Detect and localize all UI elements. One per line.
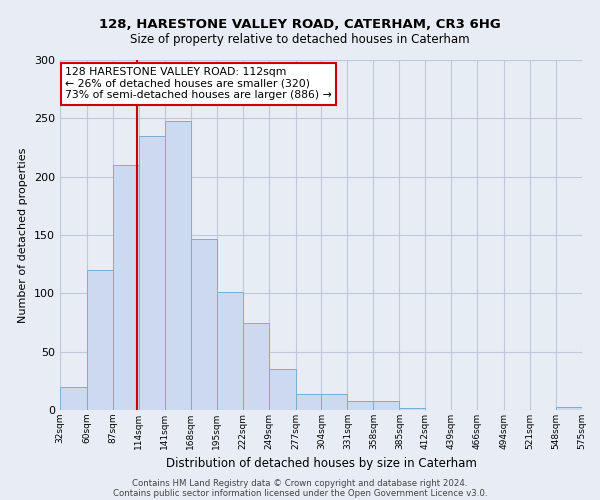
Bar bbox=[373, 400, 400, 410]
Bar bbox=[347, 400, 373, 410]
Bar bbox=[139, 136, 165, 410]
Bar bbox=[113, 165, 139, 410]
Bar bbox=[400, 408, 425, 410]
Bar bbox=[322, 394, 347, 410]
Text: Contains public sector information licensed under the Open Government Licence v3: Contains public sector information licen… bbox=[113, 488, 487, 498]
Text: Contains HM Land Registry data © Crown copyright and database right 2024.: Contains HM Land Registry data © Crown c… bbox=[132, 478, 468, 488]
Bar bbox=[87, 270, 113, 410]
X-axis label: Distribution of detached houses by size in Caterham: Distribution of detached houses by size … bbox=[166, 458, 476, 470]
Bar bbox=[217, 292, 242, 410]
Text: 128 HARESTONE VALLEY ROAD: 112sqm
← 26% of detached houses are smaller (320)
73%: 128 HARESTONE VALLEY ROAD: 112sqm ← 26% … bbox=[65, 67, 332, 100]
Text: 128, HARESTONE VALLEY ROAD, CATERHAM, CR3 6HG: 128, HARESTONE VALLEY ROAD, CATERHAM, CR… bbox=[99, 18, 501, 30]
Text: Size of property relative to detached houses in Caterham: Size of property relative to detached ho… bbox=[130, 32, 470, 46]
Bar bbox=[242, 322, 269, 410]
Bar bbox=[556, 406, 582, 410]
Bar bbox=[165, 120, 191, 410]
Bar bbox=[296, 394, 322, 410]
Y-axis label: Number of detached properties: Number of detached properties bbox=[19, 148, 28, 322]
Bar bbox=[191, 238, 217, 410]
Bar bbox=[269, 369, 296, 410]
Bar bbox=[60, 386, 87, 410]
